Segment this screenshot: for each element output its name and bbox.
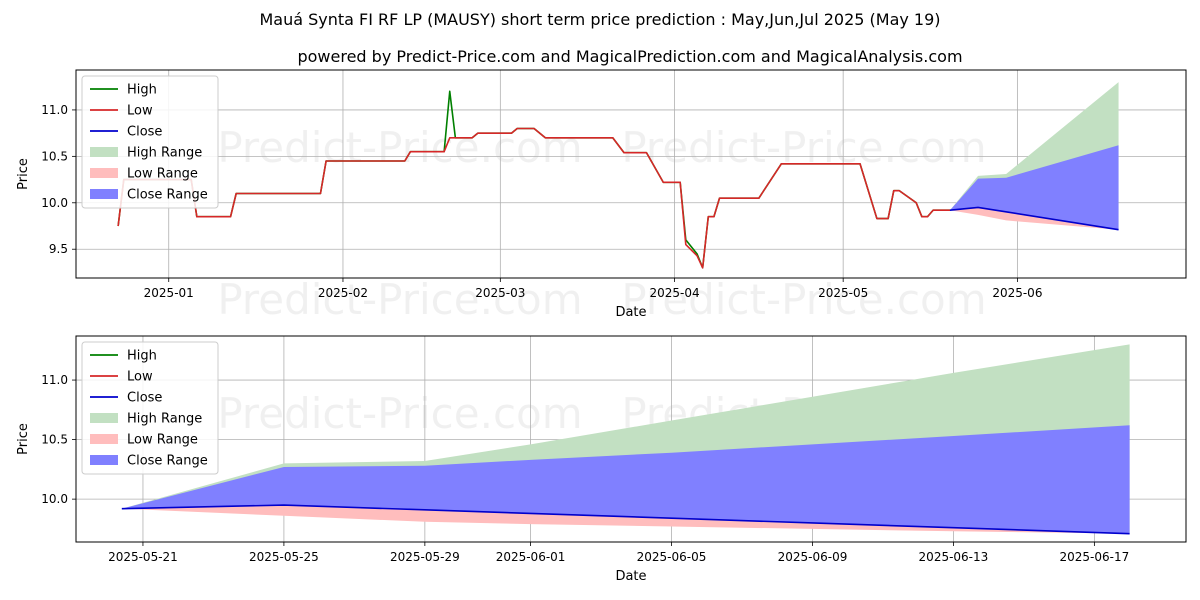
legend-entry: High Range [127, 146, 202, 161]
x-axis-label: Date [615, 569, 646, 584]
axes-frame [75, 69, 1187, 279]
x-tick-label: 2025-04 [649, 286, 699, 300]
close-price-line [121, 504, 1130, 535]
legend-swatch [90, 189, 118, 199]
watermark-text: Predict-Price.com [621, 275, 986, 324]
y-tick-label: 9.5 [49, 242, 68, 256]
watermark-text: Predict-Price.com [217, 123, 582, 172]
y-tick-label: 10.5 [41, 433, 68, 447]
legend-swatch [90, 147, 118, 157]
y-tick-label: 11.0 [41, 103, 68, 117]
legend-entry: Low [127, 370, 153, 385]
x-axis-label: Date [615, 305, 646, 320]
forecast-panel: Predict-Price.comPredict-Price.com2025-0… [16, 335, 1187, 584]
legend-entry: Low [127, 104, 153, 119]
x-tick-label: 2025-02 [318, 286, 368, 300]
y-tick-label: 11.0 [41, 373, 68, 387]
watermark-text: Predict-Price.com [217, 275, 582, 324]
x-tick-label: 2025-06-13 [919, 550, 989, 564]
x-tick-label: 2025-05-21 [108, 550, 178, 564]
close-range-band [949, 145, 1119, 230]
y-tick-label: 10.5 [41, 149, 68, 163]
x-tick-label: 2025-01 [144, 286, 194, 300]
chart-subtitle: powered by Predict-Price.com and Magical… [297, 47, 962, 66]
plot-area [121, 344, 1130, 535]
x-tick-label: 2025-03 [475, 286, 525, 300]
chart-title: Mauá Synta FI RF LP (MAUSY) short term p… [259, 10, 940, 29]
legend: High Low Close High Range Low Range Close Ran… [81, 341, 219, 475]
high-price-line [117, 90, 950, 269]
legend-entry: High Range [127, 412, 202, 427]
x-tick-label: 2025-05-25 [249, 550, 319, 564]
legend-swatch [90, 434, 118, 444]
x-tick-label: 2025-05 [818, 286, 868, 300]
x-tick-label: 2025-06-05 [637, 550, 707, 564]
legend-entry: Low Range [127, 167, 198, 182]
legend-entry: High [127, 349, 157, 364]
y-axis-label: Price [16, 423, 31, 455]
legend-entry: High [127, 83, 157, 98]
legend-entry: Close Range [127, 454, 208, 469]
low-range-band [949, 207, 1119, 230]
y-tick-label: 10.0 [41, 196, 68, 210]
y-axis-label: Price [16, 158, 31, 190]
legend-swatch [90, 168, 118, 178]
x-tick-label: 2025-06-09 [778, 550, 848, 564]
legend-entry: Close [127, 391, 162, 406]
legend-swatch [90, 455, 118, 465]
x-tick-label: 2025-06-17 [1060, 550, 1130, 564]
legend-entry: Low Range [127, 433, 198, 448]
x-tick-label: 2025-06-01 [496, 550, 566, 564]
legend: High Low Close High Range Low Range Close Ran… [81, 75, 219, 209]
close-price-line [949, 206, 1119, 231]
x-tick-label: 2025-05-29 [390, 550, 460, 564]
low-price-line [117, 127, 950, 269]
low-range-band [121, 505, 1130, 534]
watermark-text: Predict-Price.com [621, 123, 986, 172]
y-tick-label: 10.0 [41, 492, 68, 506]
axes-frame [75, 335, 1187, 543]
plot-area [117, 82, 1119, 269]
x-tick-label: 2025-06 [992, 286, 1042, 300]
watermark-text: Predict-Price.com [217, 389, 582, 438]
legend-entry: Close [127, 125, 162, 140]
close-range-band [121, 425, 1130, 534]
legend-entry: Close Range [127, 188, 208, 203]
history-panel: Predict-Price.com Predict-Price.com Predic… [16, 69, 1187, 324]
legend-swatch [90, 413, 118, 423]
